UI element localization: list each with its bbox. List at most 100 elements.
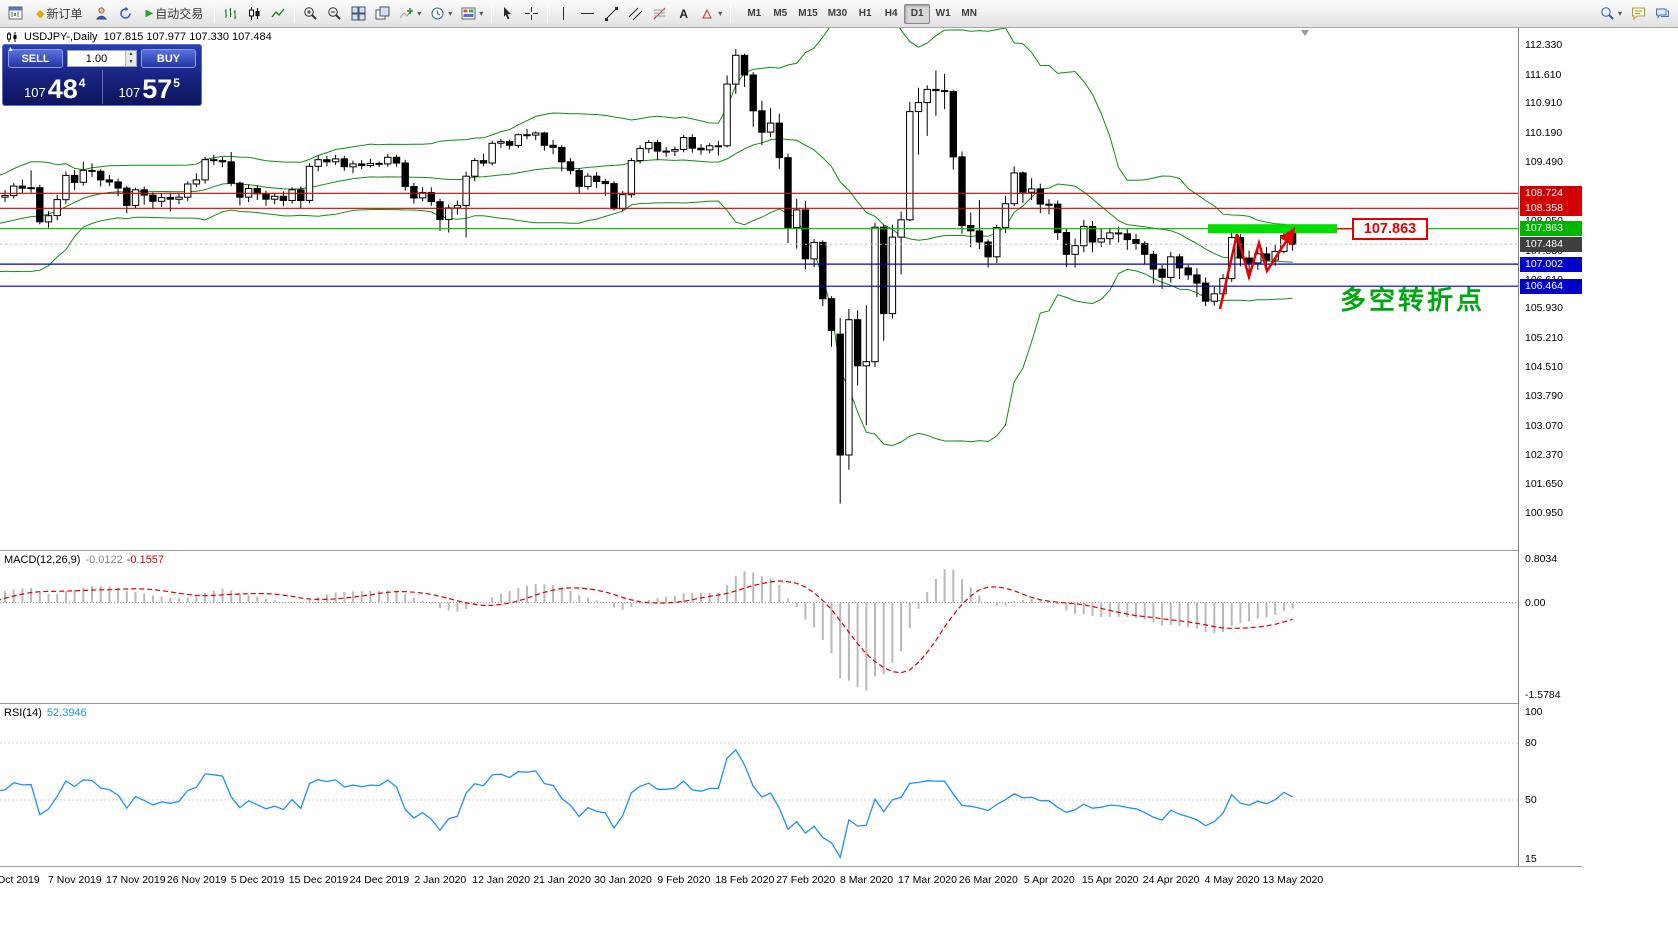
- zoom-out-icon[interactable]: [323, 3, 346, 25]
- bid-pipette: 4: [78, 76, 86, 90]
- date-label: 24 Dec 2019: [349, 874, 410, 886]
- fibonacci-icon[interactable]: [648, 3, 671, 25]
- timeframe-w1[interactable]: W1: [935, 8, 951, 19]
- date-label: 15 Dec 2019: [288, 874, 349, 886]
- new-order-icon: ◆: [36, 8, 45, 20]
- timeframe-h4[interactable]: H4: [884, 8, 898, 19]
- autotrading-button[interactable]: ▶ 自动交易: [138, 3, 210, 25]
- price-tick-label: 110.190: [1525, 127, 1563, 139]
- ask-pipette: 5: [173, 76, 180, 90]
- timeframe-mn[interactable]: MN: [961, 8, 977, 19]
- date-label: 26 Mar 2020: [958, 874, 1018, 886]
- cascade-windows-icon[interactable]: [371, 3, 394, 25]
- bar-chart-icon[interactable]: [219, 3, 242, 25]
- crosshair-icon[interactable]: [520, 3, 543, 25]
- tile-windows-icon[interactable]: [347, 3, 370, 25]
- macd-axis-label: 0.8034: [1525, 553, 1558, 565]
- rsi-value: 52.3946: [46, 707, 87, 719]
- indicators-icon[interactable]: ▾: [395, 3, 425, 25]
- terminal-chart-icon[interactable]: [4, 3, 28, 25]
- macd-axis-label: 0.00: [1525, 596, 1546, 609]
- new-order-button[interactable]: ◆ 新订单: [29, 3, 89, 25]
- search-icon[interactable]: ▾: [1596, 3, 1626, 25]
- timeframe-h1[interactable]: H1: [858, 8, 872, 19]
- stepper-up-icon[interactable]: ▲: [126, 51, 136, 59]
- date-label: 9 Oct 2019: [0, 874, 40, 886]
- main-chart[interactable]: [0, 28, 1518, 866]
- chart-title-icon: [7, 32, 17, 42]
- price-tick-label: 111.610: [1525, 68, 1562, 81]
- zigzag-arrow-annotation[interactable]: [1218, 226, 1296, 310]
- rsi-axis-label: 100: [1525, 706, 1543, 718]
- price-tick-label: 100.950: [1525, 507, 1563, 519]
- shapes-icon[interactable]: ▾: [696, 3, 726, 25]
- toolbar-separator: [547, 4, 549, 23]
- chart-symbol-period: USDJPY-,Daily: [24, 31, 98, 43]
- timeframe-m5[interactable]: M5: [773, 8, 788, 19]
- profiles-icon[interactable]: [90, 3, 113, 25]
- timeframe-d1[interactable]: D1: [904, 3, 931, 24]
- panel-collapse-icon[interactable]: ▲: [7, 46, 14, 53]
- sell-button[interactable]: SELL: [8, 49, 63, 68]
- date-label: 5 Apr 2020: [1023, 874, 1075, 886]
- macd-label: MACD(12,26,9) -0.0122 -0.1557: [4, 554, 164, 566]
- highlight-rectangle[interactable]: [1208, 224, 1337, 234]
- ask-price: 107 57 5: [103, 70, 197, 104]
- trendline-icon[interactable]: [600, 3, 623, 25]
- date-label: 8 Mar 2020: [840, 874, 894, 886]
- buy-button[interactable]: BUY: [141, 49, 196, 68]
- ask-big-digits: 57: [142, 74, 173, 104]
- ask-prefix: 107: [118, 85, 141, 100]
- panel-separator[interactable]: [0, 703, 1582, 704]
- price-tick-label: 103.070: [1525, 419, 1563, 432]
- channel-icon[interactable]: [624, 3, 647, 25]
- price-tick-label: 112.330: [1525, 39, 1563, 51]
- macd-axis-label: -1.5784: [1525, 689, 1561, 701]
- bollinger-upper: [0, 28, 1293, 227]
- volume-stepper[interactable]: ▲ ▼: [125, 51, 136, 66]
- timeframe-m30[interactable]: M30: [827, 8, 848, 19]
- horizontal-line-icon[interactable]: [576, 3, 599, 25]
- rsi-name: RSI(14): [4, 707, 42, 719]
- panel-separator[interactable]: [0, 550, 1582, 551]
- line-chart-icon[interactable]: [267, 3, 290, 25]
- price-line-label: 108.724: [1520, 185, 1582, 201]
- vertical-line-icon[interactable]: [552, 3, 575, 25]
- date-label: 13 May 2020: [1262, 874, 1324, 886]
- chat-icon[interactable]: [1627, 3, 1650, 25]
- price-axis[interactable]: 112.330 111.610 110.910 110.190 109.490 108.7…: [1518, 28, 1582, 866]
- bid-big-digits: 48: [47, 74, 78, 104]
- community-icon[interactable]: [1651, 3, 1674, 25]
- date-label: 9 Feb 2020: [657, 874, 711, 886]
- date-label: 2 Jan 2020: [414, 874, 467, 886]
- macd-signal-value: -0.1557: [126, 554, 165, 566]
- price-line-label: 108.358: [1520, 200, 1582, 216]
- chart-shift-marker[interactable]: [1301, 30, 1309, 36]
- refresh-icon[interactable]: [114, 3, 137, 25]
- periods-icon[interactable]: ▾: [426, 3, 456, 25]
- price-tick-label: 102.370: [1525, 448, 1563, 461]
- volume-value[interactable]: 1.00: [85, 52, 108, 65]
- timeframe-m15[interactable]: M15: [798, 8, 818, 19]
- price-tick-label: 101.650: [1525, 478, 1563, 491]
- dropdown-caret: ▾: [479, 9, 484, 18]
- cursor-icon[interactable]: [496, 3, 519, 25]
- macd-name: MACD(12,26,9): [4, 554, 81, 566]
- timeframe-m1[interactable]: M1: [747, 8, 762, 19]
- rsi-axis-label: 50: [1525, 794, 1537, 806]
- date-label: 17 Nov 2019: [106, 874, 166, 886]
- date-label: 26 Nov 2019: [166, 874, 227, 886]
- chart-window: 112.330 111.610 110.910 110.190 109.490 108.7…: [0, 28, 1678, 950]
- volume-field[interactable]: 1.00 ▲ ▼: [67, 50, 137, 67]
- text-icon[interactable]: A: [679, 6, 689, 21]
- stepper-down-icon[interactable]: ▼: [126, 58, 136, 66]
- turning-point-annotation[interactable]: 多空转折点: [1340, 285, 1486, 315]
- candlestick-chart-icon[interactable]: [243, 3, 266, 25]
- toolbar-separator: [491, 4, 493, 23]
- panel-separator: [0, 866, 1582, 867]
- zoom-in-icon[interactable]: [299, 3, 322, 25]
- price-callout[interactable]: 107.863: [1352, 218, 1428, 240]
- macd-main-value: -0.0122: [85, 554, 123, 566]
- templates-icon[interactable]: ▾: [457, 3, 487, 25]
